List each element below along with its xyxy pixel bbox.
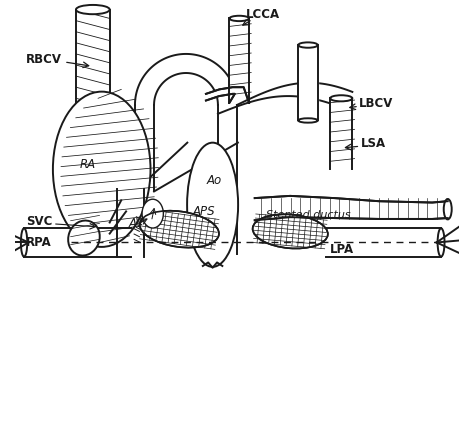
Text: Stented ductus: Stented ductus — [266, 210, 350, 220]
Ellipse shape — [438, 228, 445, 257]
Ellipse shape — [298, 42, 318, 48]
Ellipse shape — [68, 221, 100, 255]
Ellipse shape — [253, 214, 328, 248]
Ellipse shape — [330, 95, 352, 101]
Ellipse shape — [298, 118, 318, 123]
Polygon shape — [218, 83, 352, 114]
Polygon shape — [218, 105, 237, 254]
Text: SVC: SVC — [26, 215, 53, 228]
Ellipse shape — [76, 5, 109, 14]
Ellipse shape — [187, 143, 238, 267]
Bar — [330, 98, 352, 169]
Bar — [76, 9, 109, 243]
Text: APS: APS — [192, 205, 215, 218]
Bar — [229, 18, 249, 103]
Text: LSA: LSA — [361, 137, 386, 150]
Text: LBCV: LBCV — [359, 97, 393, 110]
Polygon shape — [135, 105, 154, 191]
Text: LPA: LPA — [330, 243, 354, 256]
Ellipse shape — [21, 228, 27, 257]
Text: Ao: Ao — [207, 174, 222, 187]
Text: RPA: RPA — [26, 236, 52, 250]
Ellipse shape — [444, 199, 452, 219]
Ellipse shape — [140, 211, 219, 247]
Ellipse shape — [53, 92, 151, 247]
Bar — [298, 45, 318, 121]
Bar — [24, 228, 130, 257]
Polygon shape — [206, 87, 249, 103]
Ellipse shape — [142, 199, 164, 228]
Polygon shape — [135, 54, 237, 254]
Text: RBCV: RBCV — [26, 53, 62, 66]
Polygon shape — [255, 196, 448, 220]
Ellipse shape — [229, 16, 249, 21]
Text: LCCA: LCCA — [246, 8, 280, 21]
Bar — [326, 228, 441, 257]
Text: AV: AV — [128, 217, 144, 230]
Polygon shape — [117, 189, 144, 257]
Text: RA: RA — [80, 158, 96, 171]
